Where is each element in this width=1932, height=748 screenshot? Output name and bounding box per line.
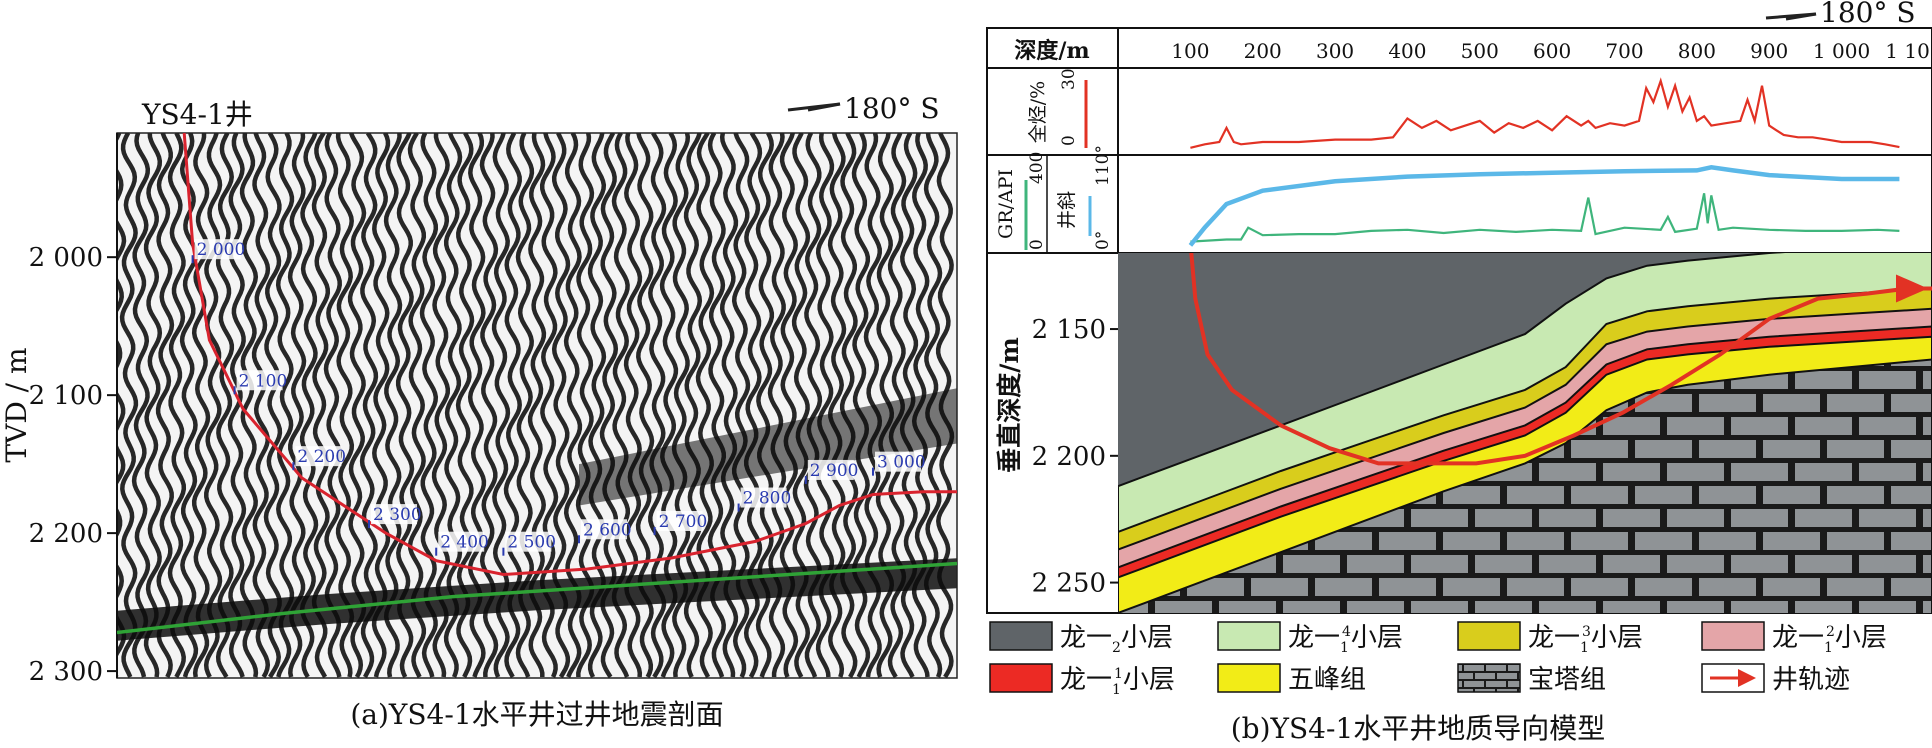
- vertical-depth-label: 垂直深度/m: [995, 337, 1024, 473]
- track-label-inclination: 井斜 0° 110°: [1056, 145, 1113, 250]
- depth-tick-label: 800: [1678, 39, 1716, 63]
- legend-swatch: [989, 621, 1053, 651]
- md-label: 2 300: [373, 505, 422, 525]
- total-gas-label: 全烃/%: [1027, 81, 1049, 143]
- geological-model: [1118, 253, 1932, 613]
- md-label: 2 500: [507, 533, 556, 553]
- md-label-bg: [740, 487, 787, 508]
- md-label: 2 400: [440, 533, 489, 553]
- tvd-tick-label: 2 100: [29, 381, 103, 411]
- gr-scale-max: 400: [1027, 152, 1047, 184]
- legend-swatch: [1457, 663, 1521, 693]
- gr-label: GR/API: [995, 169, 1017, 239]
- depth-header-label: 深度/m: [1014, 38, 1089, 64]
- legend-label: 龙一14小层: [1288, 623, 1403, 656]
- depth-tick-label: 600: [1533, 39, 1571, 63]
- md-label-bg: [656, 510, 703, 531]
- layer-baota: [1118, 358, 1932, 613]
- md-label-bg: [236, 370, 283, 391]
- md-label-bg: [295, 446, 342, 467]
- tvd-tick-label: 2 300: [29, 657, 103, 687]
- md-label-bg: [438, 531, 485, 552]
- direction-label: 180° S: [844, 92, 940, 125]
- inclination-label: 井斜: [1056, 191, 1078, 229]
- md-label: 2 000: [197, 240, 246, 260]
- seismic-image: [117, 133, 957, 678]
- direction-arrow-icon-b: [1765, 12, 1817, 21]
- track-curve-2: [1188, 165, 1900, 247]
- track-curve-1: [1190, 193, 1900, 243]
- legend-swatch: [1217, 663, 1281, 693]
- md-label: 2 700: [659, 512, 708, 532]
- well-lines: [117, 133, 957, 635]
- horizon-line: [117, 561, 957, 635]
- legend-label: 井轨迹: [1772, 665, 1850, 695]
- depth-tick-label: 300: [1316, 39, 1354, 63]
- gr-scale-min: 0: [1027, 239, 1047, 250]
- legend-label: 五峰组: [1288, 665, 1366, 695]
- depth-tick-label: 900: [1750, 39, 1788, 63]
- inclination-scale-max: 110°: [1093, 145, 1113, 186]
- md-label: 2 900: [810, 461, 859, 481]
- depth-tick-label: 1 000: [1813, 39, 1870, 63]
- track-label-total-gas: 全烃/% 0 30: [1027, 68, 1088, 148]
- depth-tick-label: 500: [1461, 39, 1499, 63]
- md-label: 2 800: [743, 489, 792, 509]
- md-label-bg: [875, 451, 921, 472]
- depth-tick-label: 2 250: [1032, 569, 1106, 599]
- track-label-gr: GR/API 0 400: [995, 152, 1047, 250]
- md-label-bg: [581, 519, 627, 540]
- legend-swatch: [1457, 621, 1521, 651]
- md-label-bg: [807, 459, 854, 480]
- panel-a-seismic-section: YS4-1井 180° S 2 000 2 100 2 200 2 300 TVD /…: [0, 92, 958, 731]
- vertical-depth-axis: 2 150 2 200 2 250: [1032, 315, 1118, 599]
- tvd-tick-label: 2 200: [29, 519, 103, 549]
- well-trajectory: [1189, 253, 1932, 466]
- depth-tick-label: 100: [1171, 39, 1209, 63]
- legend-label: 龙一12小层: [1772, 623, 1887, 656]
- well-trajectory-line: [182, 133, 957, 577]
- legend-swatch: [989, 663, 1053, 693]
- legend-label: 龙一11小层: [1060, 665, 1175, 698]
- direction-label-b: 180° S: [1820, 0, 1916, 29]
- direction-arrow-icon: [787, 102, 841, 112]
- md-label: 3 000: [877, 453, 926, 473]
- md-label-bg: [194, 239, 241, 260]
- total-gas-scale-max: 30: [1059, 68, 1079, 90]
- track-curve-0: [1190, 77, 1900, 149]
- depth-tick-label: 700: [1605, 39, 1643, 63]
- trajectory-arrow-icon: [1896, 274, 1928, 303]
- legend-arrow-icon: [1738, 669, 1756, 687]
- panel-a-caption: (a)YS4-1水平井过井地震剖面: [350, 698, 723, 731]
- panel-b-caption: (b)YS4-1水平井地质导向模型: [1231, 712, 1606, 744]
- tvd-axis-label: TVD / m: [0, 347, 33, 462]
- md-label: 2 200: [297, 447, 346, 467]
- md-labels: 2 000 2 100 2 200 2 300 2 400 2 500 2 600 2 700…: [191, 239, 926, 556]
- depth-tick-label: 2 200: [1032, 442, 1106, 472]
- depth-tick-label: 2 150: [1032, 315, 1106, 345]
- depth-tick-label: 400: [1388, 39, 1426, 63]
- panel-b-geosteering-model: 180° S 深度/m 100 200 300 400 500 600 700 800 900 1…: [986, 0, 1932, 745]
- tvd-tick-label: 2 000: [29, 243, 103, 273]
- inclination-scale-min: 0°: [1093, 231, 1113, 250]
- md-label-bg: [371, 504, 417, 525]
- depth-tick-label: 1 100: [1885, 39, 1932, 63]
- depth-tick-label: 200: [1244, 39, 1282, 63]
- legend-label: 龙一2小层: [1060, 623, 1173, 656]
- md-label-bg: [505, 531, 552, 552]
- tvd-axis: 2 000 2 100 2 200 2 300: [29, 133, 118, 687]
- total-gas-scale-min: 0: [1059, 135, 1079, 146]
- md-label: 2 600: [583, 520, 632, 540]
- legend-swatch: [1701, 621, 1765, 651]
- well-name-label: YS4-1井: [141, 98, 253, 131]
- md-label: 2 100: [239, 371, 288, 391]
- legend-swatch: [1217, 621, 1281, 651]
- depth-axis-ticks: 100 200 300 400 500 600 700 800 900 1 000 1 100: [1171, 39, 1932, 63]
- legend-label: 龙一13小层: [1528, 623, 1643, 656]
- log-tracks: [1188, 77, 1900, 247]
- legend-label: 宝塔组: [1528, 665, 1606, 695]
